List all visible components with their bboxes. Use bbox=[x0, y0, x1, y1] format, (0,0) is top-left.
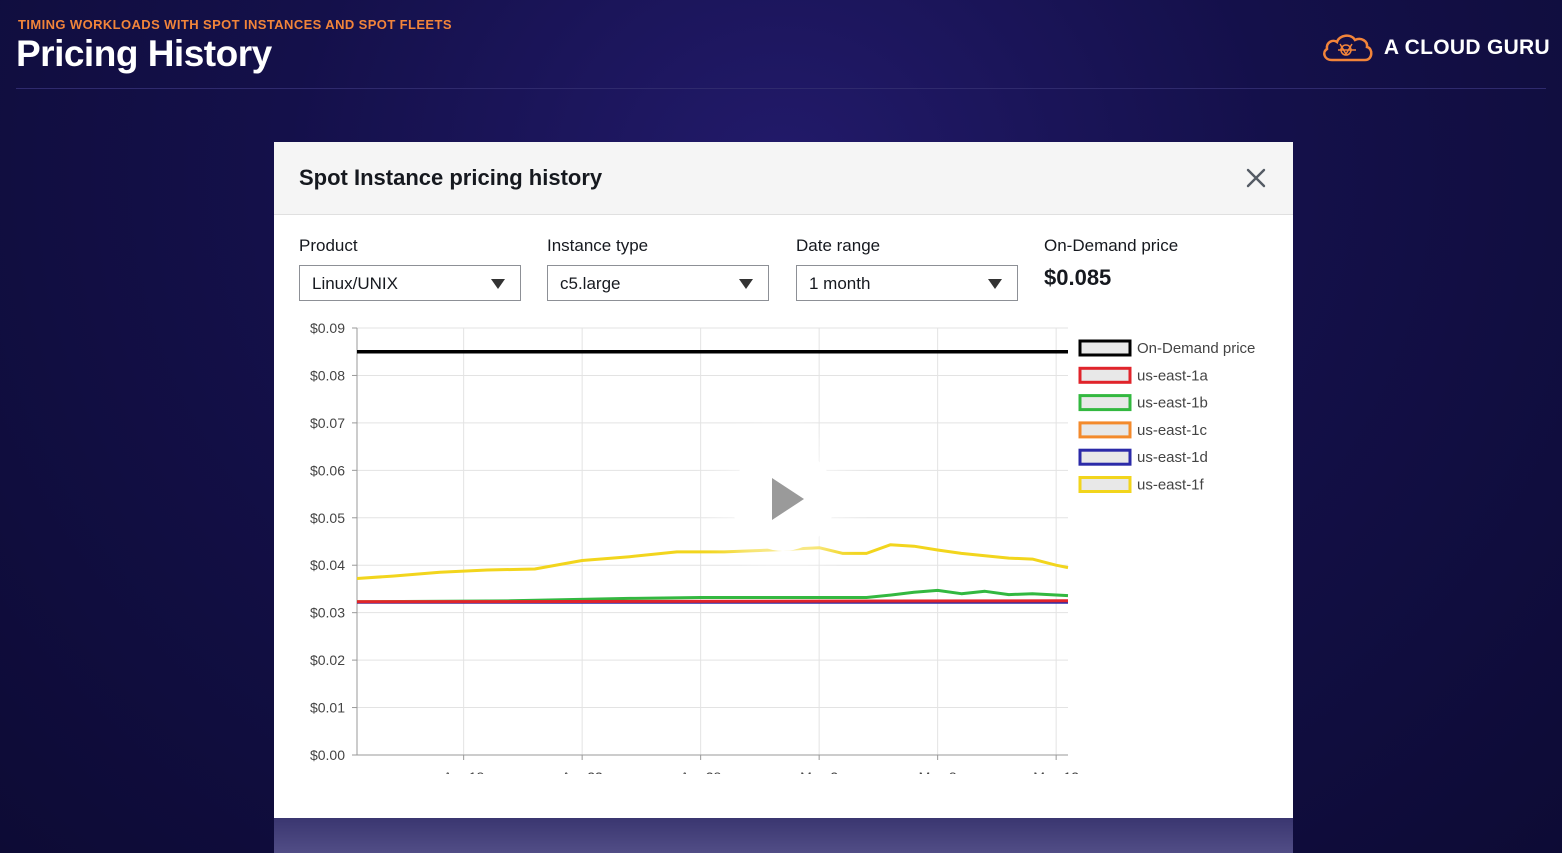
modal-header: Spot Instance pricing history bbox=[274, 142, 1293, 215]
legend-label: us-east-1f bbox=[1137, 477, 1205, 494]
x-tick-label: May 13 bbox=[1033, 769, 1079, 774]
brand-name: A CLOUD GURU bbox=[1383, 36, 1550, 59]
x-tick-label: Apr 28 bbox=[680, 769, 721, 774]
y-tick-label: $0.09 bbox=[310, 320, 345, 336]
on-demand-price-value: $0.085 bbox=[1044, 265, 1112, 290]
legend-label: us-east-1d bbox=[1137, 449, 1208, 466]
chevron-down-icon bbox=[988, 279, 1002, 289]
bottom-band bbox=[274, 818, 1293, 853]
y-tick-label: $0.04 bbox=[310, 557, 345, 573]
legend-label: On-Demand price bbox=[1137, 340, 1255, 357]
y-tick-label: $0.00 bbox=[310, 747, 345, 763]
y-tick-label: $0.06 bbox=[310, 462, 345, 478]
on-demand-price-label: On-Demand price bbox=[1044, 236, 1179, 255]
series-line-us-east-1b bbox=[356, 588, 1069, 604]
legend-swatch-us-east-1b bbox=[1078, 394, 1132, 412]
page-title: Pricing History bbox=[16, 33, 272, 74]
legend-swatch-us-east-1a bbox=[1078, 366, 1132, 384]
legend-label: us-east-1b bbox=[1137, 395, 1208, 412]
y-tick-label: $0.03 bbox=[310, 605, 345, 621]
course-title: TIMING WORKLOADS WITH SPOT INSTANCES AND… bbox=[18, 17, 452, 32]
pricing-history-modal: Spot Instance pricing history Product Li… bbox=[274, 142, 1293, 853]
legend-label: us-east-1a bbox=[1137, 367, 1209, 384]
x-tick-label: May 8 bbox=[919, 769, 957, 774]
y-tick-label: $0.07 bbox=[310, 415, 345, 431]
instance-type-label: Instance type bbox=[547, 236, 649, 255]
chevron-down-icon bbox=[491, 279, 505, 289]
play-button[interactable] bbox=[731, 447, 835, 551]
x-tick-label: May 3 bbox=[800, 769, 838, 774]
date-range-label: Date range bbox=[796, 236, 881, 255]
product-select[interactable]: Linux/UNIX bbox=[299, 265, 521, 301]
instance-type-select-value: c5.large bbox=[560, 274, 621, 293]
date-range-select[interactable]: 1 month bbox=[796, 265, 1018, 301]
series-line-us-east-1f bbox=[356, 543, 1069, 580]
y-tick-label: $0.08 bbox=[310, 367, 345, 383]
instance-type-select[interactable]: c5.large bbox=[547, 265, 769, 301]
header-divider bbox=[16, 88, 1546, 89]
legend-label: us-east-1c bbox=[1137, 422, 1208, 439]
legend-swatch-us-east-1d bbox=[1078, 448, 1132, 466]
chevron-down-icon bbox=[739, 279, 753, 289]
play-icon bbox=[772, 478, 804, 520]
brand: A CLOUD GURU bbox=[1320, 30, 1550, 66]
product-select-value: Linux/UNIX bbox=[312, 274, 398, 293]
legend-swatch-on-demand-price bbox=[1078, 339, 1132, 357]
x-tick-label: Apr 23 bbox=[562, 769, 603, 774]
y-tick-label: $0.01 bbox=[310, 700, 345, 716]
top-bar: TIMING WORKLOADS WITH SPOT INSTANCES AND… bbox=[0, 0, 1562, 90]
legend-swatch-us-east-1f bbox=[1078, 476, 1132, 493]
date-range-select-value: 1 month bbox=[809, 274, 871, 293]
legend-swatch-us-east-1c bbox=[1078, 421, 1132, 439]
y-tick-label: $0.05 bbox=[310, 510, 345, 526]
close-icon[interactable] bbox=[1244, 166, 1268, 190]
series-line-us-east-1a bbox=[356, 599, 1069, 604]
x-tick-label: Apr 18 bbox=[443, 769, 484, 774]
cloud-logo-icon bbox=[1322, 34, 1373, 62]
pricing-history-chart: $0.00 $0.01 $0.02 $0.03 $0.04 $0.05 $0.06 $0.07… bbox=[310, 320, 1255, 774]
y-tick-label: $0.02 bbox=[310, 652, 345, 668]
product-label: Product bbox=[299, 236, 358, 255]
modal-title: Spot Instance pricing history bbox=[299, 165, 603, 190]
